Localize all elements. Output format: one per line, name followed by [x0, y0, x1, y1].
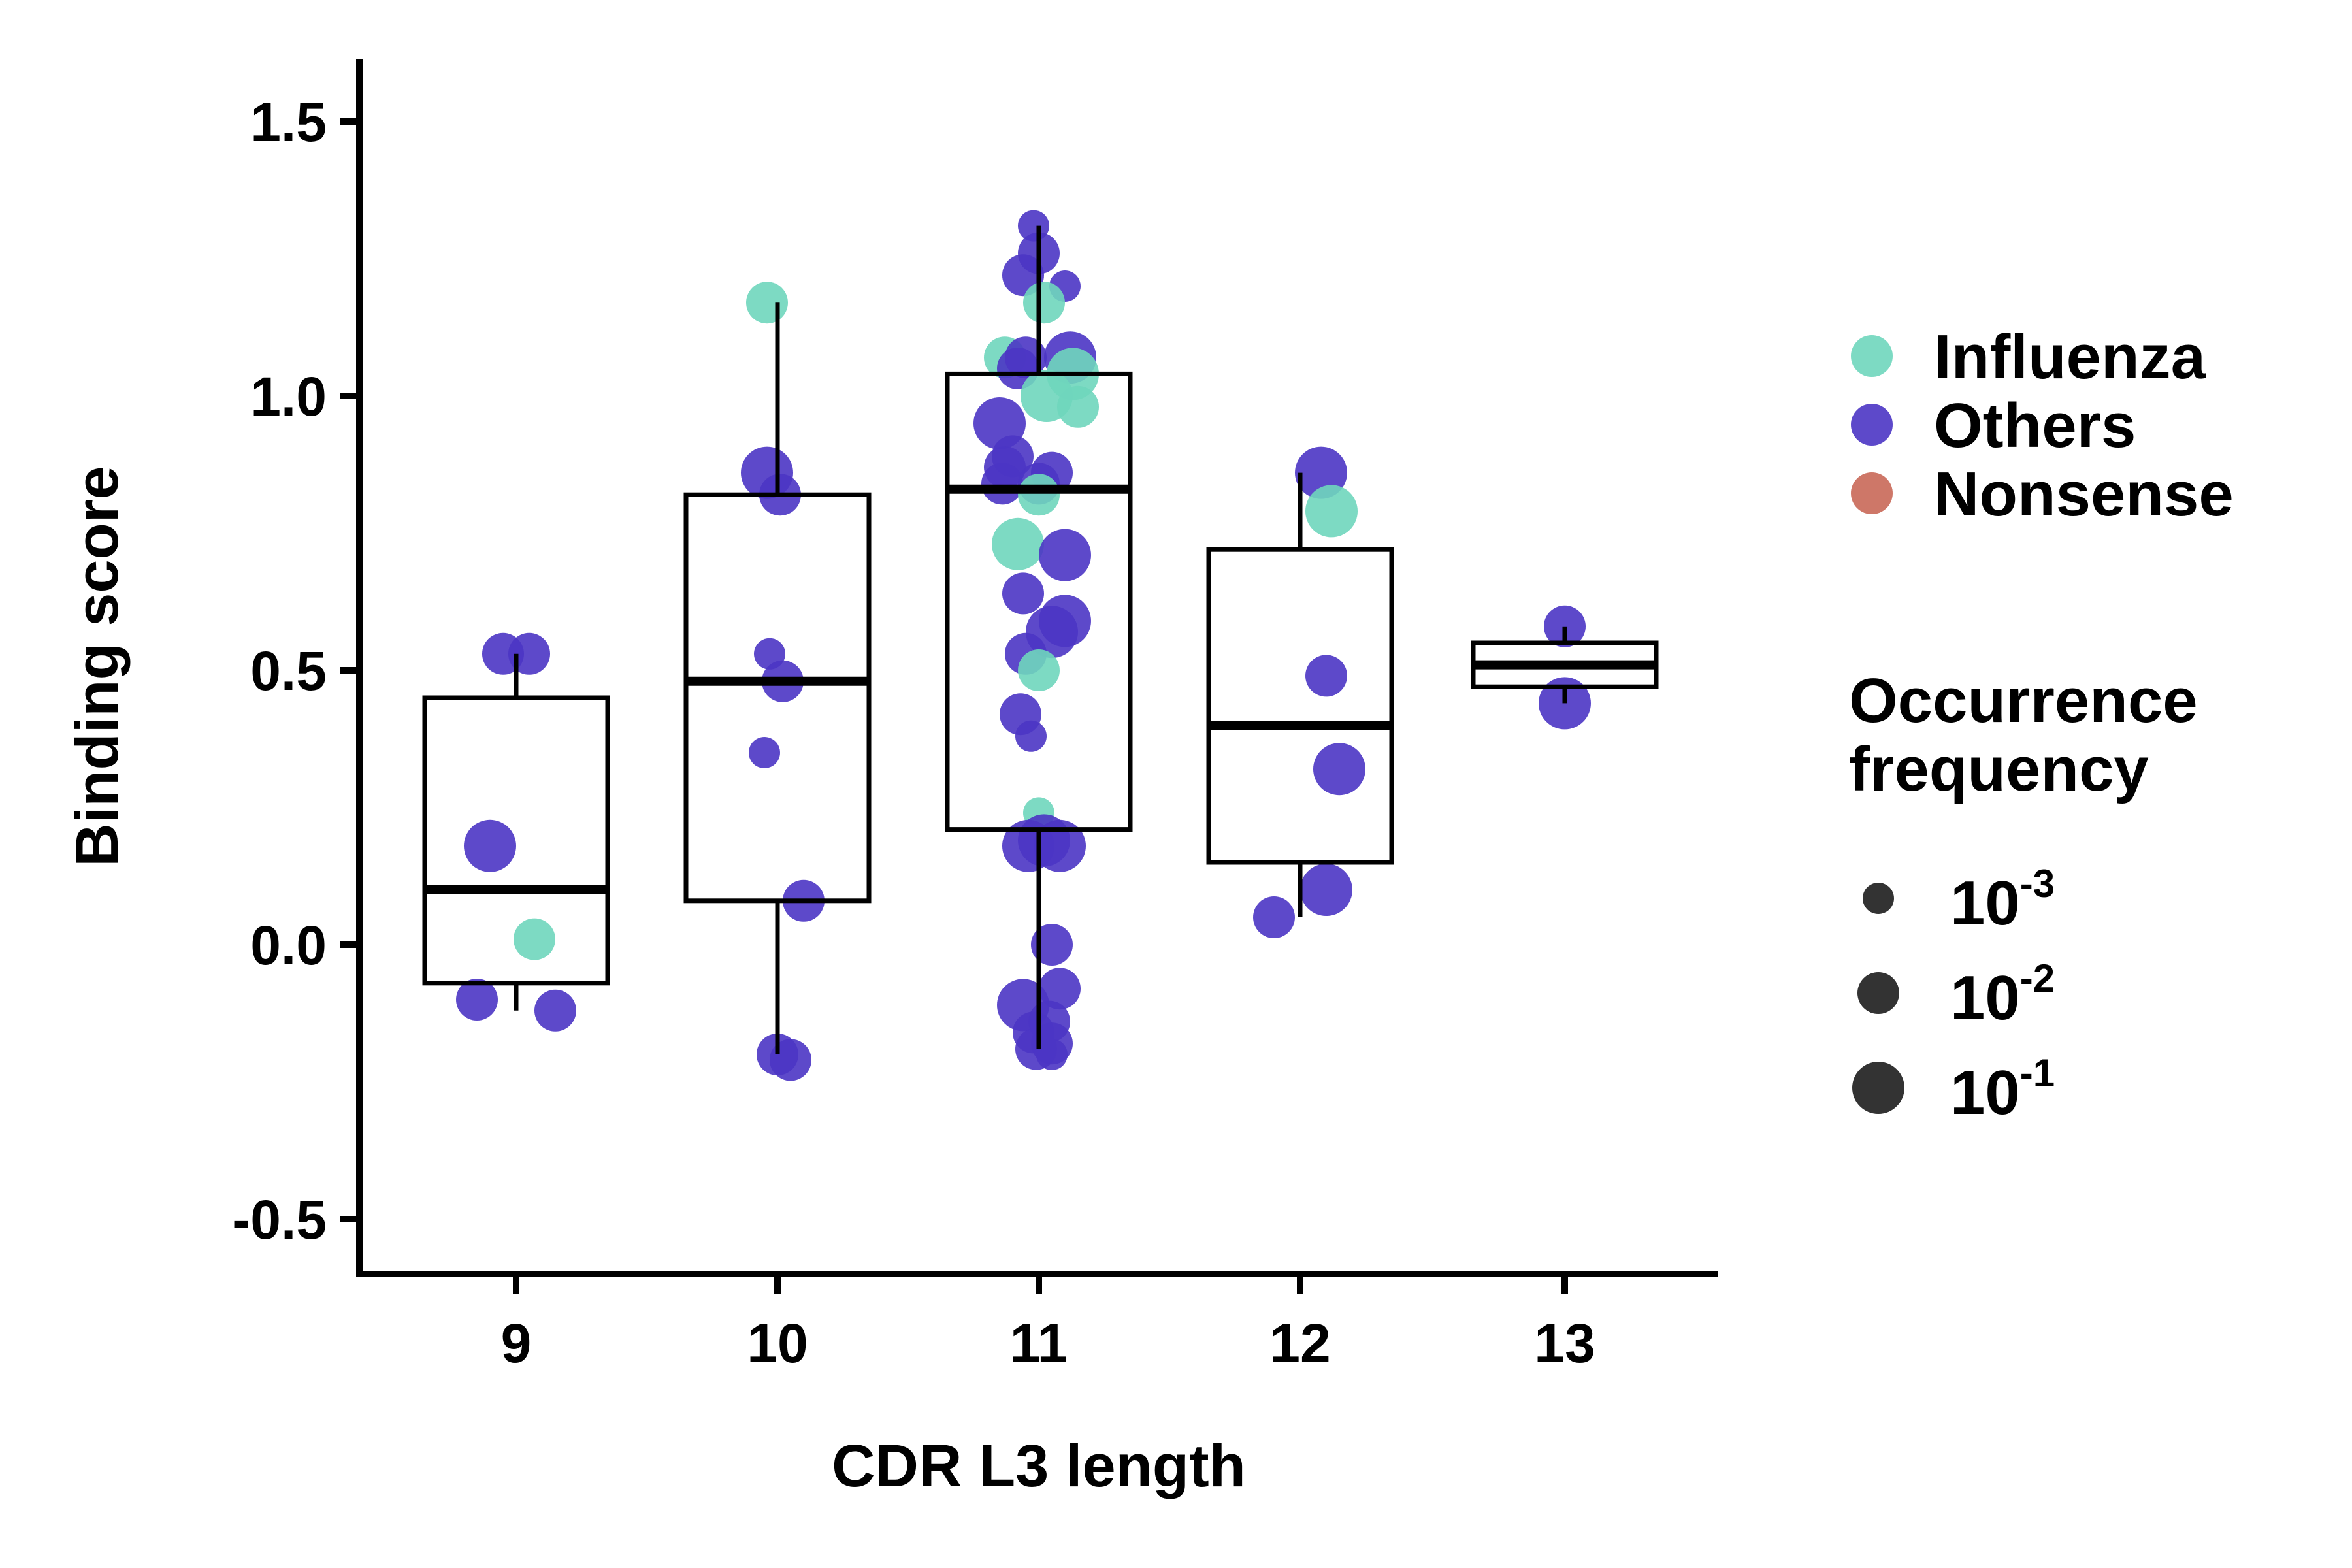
data-point	[749, 737, 780, 768]
y-tick-label: 0.5	[250, 640, 327, 702]
x-tick-label: 11	[1010, 1313, 1068, 1374]
x-tick-label: 13	[1534, 1313, 1595, 1374]
size-legend-base: 10	[1950, 868, 2020, 938]
data-point	[1039, 968, 1081, 1010]
y-tick-label: 1.5	[250, 91, 327, 153]
boxes-layer	[422, 225, 1659, 1054]
size-legend-marker	[1852, 1062, 1904, 1114]
size-legend-marker	[1857, 972, 1899, 1014]
data-point	[770, 1039, 811, 1081]
data-point	[1034, 819, 1086, 872]
data-point	[464, 819, 516, 872]
data-point	[746, 282, 788, 324]
data-point	[1023, 282, 1065, 324]
size-legend-base: 10	[1950, 963, 2020, 1033]
box-iqr	[945, 371, 1133, 832]
data-point	[1015, 720, 1047, 752]
data-point	[514, 918, 555, 960]
box-iqr	[683, 492, 872, 904]
data-point	[992, 517, 1044, 570]
y-tick-label: 0.0	[250, 915, 327, 976]
box-12	[1206, 472, 1394, 917]
size-legend-exponent: -2	[2020, 956, 2055, 1000]
points-layer	[456, 210, 1591, 1081]
legend-label-nonsense: Nonsense	[1934, 459, 2234, 529]
y-tick-label: 1.0	[250, 366, 327, 427]
data-point	[981, 463, 1023, 505]
box-11	[945, 225, 1133, 1049]
data-point	[1039, 529, 1091, 581]
size-legend-label: 10-1	[1950, 1051, 2055, 1128]
data-point	[1031, 924, 1073, 966]
y-tick-label: -0.5	[232, 1189, 327, 1250]
data-point	[508, 632, 550, 675]
data-point	[1057, 385, 1099, 428]
x-tick-label: 10	[747, 1313, 808, 1374]
size-legend-exponent: -3	[2020, 862, 2055, 906]
data-point	[1018, 649, 1060, 691]
data-point	[1253, 896, 1295, 938]
box-iqr	[1206, 547, 1394, 865]
box-10	[683, 302, 872, 1054]
box-iqr	[422, 695, 610, 986]
x-tick-label: 9	[501, 1313, 532, 1374]
y-axis-label: Binding score	[64, 466, 131, 866]
x-axis-label: CDR L3 length	[832, 1433, 1246, 1499]
data-point	[1002, 572, 1044, 615]
data-point	[456, 979, 498, 1021]
box-9	[422, 653, 610, 1011]
size-legend-title: Occurrence	[1849, 666, 2198, 736]
data-point	[1305, 485, 1358, 538]
data-point	[1300, 864, 1352, 916]
x-tick-label: 12	[1269, 1313, 1330, 1374]
data-point	[534, 989, 576, 1032]
size-legend-exponent: -1	[2020, 1051, 2055, 1095]
size-legend-label: 10-3	[1950, 862, 2055, 938]
axes-layer: CDR L3 length Binding score -0.5 0.0 0.5 1.…	[64, 59, 1718, 1499]
legend-label-others: Others	[1934, 391, 2136, 461]
legend-marker-nonsense	[1851, 472, 1893, 514]
size-legend-title: frequency	[1849, 734, 2149, 804]
legend-label-influenza: Influenza	[1934, 322, 2206, 392]
data-point	[1305, 655, 1347, 697]
size-legend-label: 10-2	[1950, 956, 2055, 1033]
box-13	[1471, 626, 1659, 704]
data-point	[1313, 743, 1365, 796]
legend-marker-influenza	[1851, 335, 1893, 377]
data-point	[1018, 474, 1060, 516]
size-legend-base: 10	[1950, 1058, 2020, 1128]
legend-marker-others	[1851, 404, 1893, 446]
size-legend-marker	[1863, 883, 1894, 914]
data-point	[1036, 1039, 1068, 1070]
